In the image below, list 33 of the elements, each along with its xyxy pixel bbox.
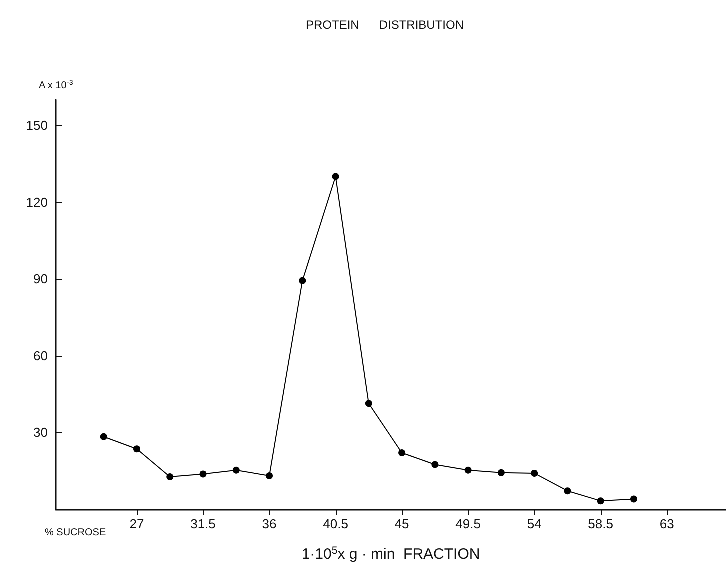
x-tick-label: 36: [262, 516, 277, 532]
y-tick-label: 60: [34, 348, 48, 364]
text: % SUCROSE: [45, 528, 106, 538]
x-tick-label: 63: [660, 516, 674, 532]
point: [232, 466, 240, 474]
x-tick-label: 45: [394, 516, 410, 532]
y-tick-label: 120: [26, 194, 48, 210]
point: [133, 446, 140, 453]
y-tick-label: 30: [34, 425, 48, 440]
point: [498, 469, 505, 476]
x-tick-label: 31.5: [190, 516, 216, 532]
point: [100, 433, 108, 440]
x-tick-label: 40.5: [323, 516, 348, 532]
y-tick-label: 150: [26, 118, 48, 134]
point: [365, 400, 372, 408]
point: [398, 449, 406, 456]
point: [630, 496, 638, 503]
point: [464, 466, 472, 474]
point: [200, 470, 207, 478]
point: [564, 488, 572, 495]
x-tick-label: 49.5: [456, 516, 481, 532]
point: [432, 461, 439, 468]
x-tick-label: 27: [130, 516, 144, 532]
point: [531, 470, 538, 477]
point: [166, 474, 174, 481]
point: [266, 472, 274, 480]
point: [332, 173, 340, 180]
point: [597, 498, 604, 505]
x-tick-label: 54: [527, 516, 542, 532]
chart-title: PROTEIN DISTRIBUTION: [306, 18, 464, 32]
point: [299, 277, 306, 284]
y-tick-label: 90: [34, 272, 48, 287]
x-tick-label: 58.5: [588, 516, 614, 532]
